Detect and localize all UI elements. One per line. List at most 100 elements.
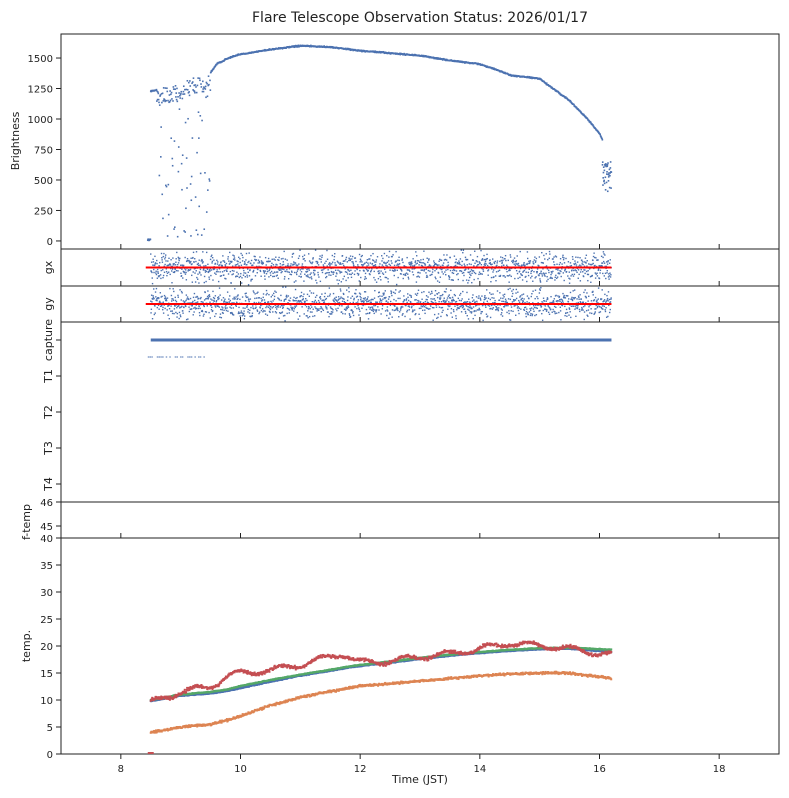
gx-point (490, 276, 493, 279)
gy-point (258, 312, 260, 315)
gx-point (298, 263, 300, 265)
gx-point (499, 275, 501, 278)
gy-point (459, 294, 461, 296)
gx-point (180, 272, 182, 275)
gy-point (524, 301, 526, 304)
gy-point (436, 317, 438, 320)
gy-point (581, 306, 583, 309)
gx-point (512, 259, 515, 261)
gx-point (229, 251, 231, 254)
gy-point (236, 295, 239, 297)
gy-point (590, 308, 592, 310)
gx-point (358, 253, 361, 256)
gy-point (522, 300, 524, 302)
gx-point (384, 276, 386, 279)
gy-point (220, 316, 223, 319)
gy-point (445, 291, 447, 293)
gx-point (569, 278, 571, 280)
gx-point (434, 276, 436, 278)
gy-point (158, 308, 160, 310)
gy-point (494, 299, 496, 302)
brightness-point (601, 161, 604, 163)
gx-point (517, 264, 519, 266)
gx-point (375, 281, 378, 283)
gx-point (459, 258, 462, 260)
gx-point (415, 251, 417, 253)
gx-point (458, 260, 460, 262)
gy-point (320, 307, 323, 309)
gx-point (205, 251, 208, 254)
gy-point (223, 300, 226, 303)
gy-point (568, 307, 570, 309)
gy-point (593, 313, 595, 315)
gx-point (280, 269, 282, 271)
brightness-point (164, 100, 166, 103)
gx-point (574, 269, 576, 271)
gy-point (275, 312, 278, 314)
gy-point (527, 313, 529, 316)
gy-point (238, 312, 241, 314)
gy-point (594, 308, 596, 310)
brightness-point (604, 189, 607, 191)
gy-point (595, 300, 598, 302)
gx-point (325, 260, 327, 262)
gx-point (173, 264, 175, 266)
gx-point (445, 269, 447, 271)
gy-point (439, 298, 441, 300)
gy-point (301, 302, 303, 304)
gx-point (513, 263, 515, 265)
gx-point (360, 264, 363, 266)
gx-point (542, 268, 544, 270)
gy-point (607, 315, 609, 318)
gy-point (518, 301, 521, 303)
gy-point (186, 298, 188, 300)
gx-point (291, 271, 293, 273)
gx-point (287, 271, 289, 273)
gy-point (405, 304, 407, 307)
gx-point (224, 264, 226, 266)
gx-point (373, 276, 375, 279)
gy-point (530, 307, 533, 309)
y-tick-label: 15 (40, 669, 53, 680)
gx-point (197, 262, 200, 265)
gx-point (353, 265, 355, 267)
gy-point (296, 296, 298, 299)
gx-point (236, 275, 239, 278)
gy-point (541, 301, 543, 303)
gx-point (576, 271, 578, 274)
gy-point (286, 307, 289, 310)
gx-point (524, 267, 527, 270)
gy-point (418, 300, 420, 302)
gy-point (588, 295, 590, 298)
gx-point (374, 264, 377, 266)
gx-point (219, 264, 221, 266)
gx-point (461, 272, 464, 274)
brightness-point (185, 157, 188, 159)
gx-point (267, 260, 270, 262)
gx-point (435, 277, 437, 280)
gy-point (221, 309, 223, 311)
gx-point (248, 260, 250, 263)
gy-point (316, 310, 318, 312)
gx-point (346, 273, 349, 275)
gx-point (267, 270, 269, 273)
gx-point (586, 265, 588, 267)
gy-point (578, 308, 581, 311)
gx-point (437, 272, 440, 274)
gy-point (282, 286, 284, 288)
gx-point (162, 269, 164, 271)
gy-point (493, 304, 496, 306)
gy-point (235, 296, 237, 298)
brightness-point (569, 100, 572, 102)
gy-point (520, 298, 523, 300)
brightness-point (179, 95, 181, 97)
gy-point (380, 299, 382, 301)
gx-point (235, 264, 238, 266)
brightness-point (199, 115, 202, 117)
brightness-point (206, 95, 209, 98)
gy-point (445, 301, 447, 303)
gx-point (255, 259, 258, 261)
gy-point (500, 308, 503, 310)
gy-point (275, 291, 277, 293)
gy-point (167, 314, 169, 316)
